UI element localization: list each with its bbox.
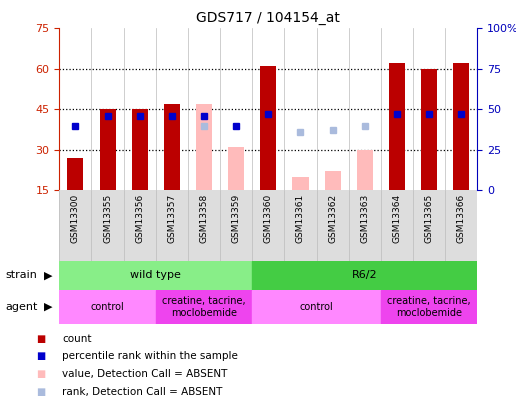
Text: GSM13355: GSM13355 [103,194,112,243]
Bar [68,158,84,190]
Text: agent: agent [5,302,38,312]
Bar [132,109,148,190]
Text: GSM13360: GSM13360 [264,194,273,243]
Text: ▶: ▶ [44,271,52,280]
Text: ■: ■ [36,369,45,379]
Bar [196,104,212,190]
Text: creatine, tacrine,
moclobemide: creatine, tacrine, moclobemide [388,296,471,318]
Text: strain: strain [5,271,37,280]
Bar [252,261,477,290]
Text: count: count [62,334,91,343]
Text: GSM13357: GSM13357 [167,194,176,243]
Bar [421,69,437,190]
Bar [389,64,405,190]
Bar [381,290,477,324]
Text: GSM13359: GSM13359 [232,194,240,243]
Bar [453,64,469,190]
Text: wild type: wild type [131,271,181,280]
Bar [59,290,156,324]
Bar [252,290,381,324]
Text: GSM13363: GSM13363 [360,194,369,243]
Text: ▶: ▶ [44,302,52,312]
Text: R6/2: R6/2 [352,271,378,280]
Bar [325,171,341,190]
Text: GSM13300: GSM13300 [71,194,80,243]
Text: GSM13364: GSM13364 [393,194,401,243]
Bar [228,147,244,190]
Bar [164,104,180,190]
Text: GSM13365: GSM13365 [425,194,433,243]
Text: percentile rank within the sample: percentile rank within the sample [62,352,238,361]
Text: ■: ■ [36,352,45,361]
Text: GSM13358: GSM13358 [200,194,208,243]
Text: GSM13356: GSM13356 [135,194,144,243]
Bar [260,66,277,190]
Text: ■: ■ [36,334,45,343]
Text: creatine, tacrine,
moclobemide: creatine, tacrine, moclobemide [162,296,246,318]
Title: GDS717 / 104154_at: GDS717 / 104154_at [197,11,340,25]
Bar [100,109,116,190]
Text: GSM13366: GSM13366 [457,194,466,243]
Text: control: control [91,302,124,312]
Text: ■: ■ [36,387,45,397]
Bar [293,177,309,190]
Bar [59,261,252,290]
Text: GSM13362: GSM13362 [328,194,337,243]
Bar [156,290,252,324]
Text: GSM13361: GSM13361 [296,194,305,243]
Text: control: control [300,302,333,312]
Text: rank, Detection Call = ABSENT: rank, Detection Call = ABSENT [62,387,222,397]
Text: value, Detection Call = ABSENT: value, Detection Call = ABSENT [62,369,227,379]
Bar [357,150,373,190]
